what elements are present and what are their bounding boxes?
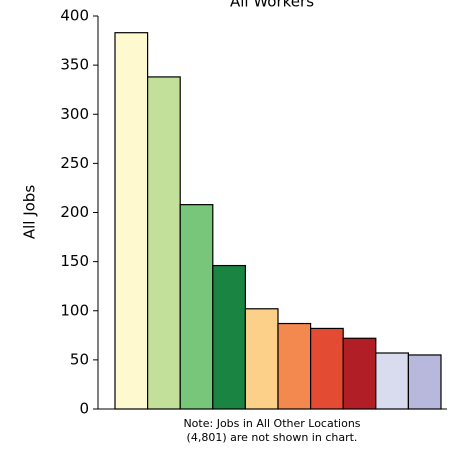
y-tick-label: 300: [60, 105, 89, 123]
bar: [244, 308, 279, 410]
bar: [147, 76, 181, 410]
y-tick-label: 250: [60, 154, 89, 172]
bar: [375, 352, 409, 410]
y-tick-label: 350: [60, 56, 89, 74]
bar: [212, 264, 247, 410]
y-tick-label: 50: [70, 350, 89, 368]
y-tick-label: 100: [60, 301, 89, 319]
bar: [342, 337, 377, 410]
bar: [277, 322, 312, 410]
y-axis-label: All Jobs: [21, 185, 39, 239]
y-tick-label: 150: [60, 252, 89, 270]
y-tick-label: 0: [79, 400, 89, 418]
annotation: (4,801) are not shown in chart.: [187, 431, 358, 444]
bar: [114, 32, 149, 410]
y-tick-label: 400: [60, 7, 89, 25]
y-tick-label: 200: [60, 203, 89, 221]
bar: [407, 354, 442, 410]
bar: [310, 327, 344, 410]
chart-title: All Workers: [230, 0, 314, 11]
bar: [179, 204, 214, 410]
annotation: Note: Jobs in All Other Locations: [183, 417, 360, 430]
